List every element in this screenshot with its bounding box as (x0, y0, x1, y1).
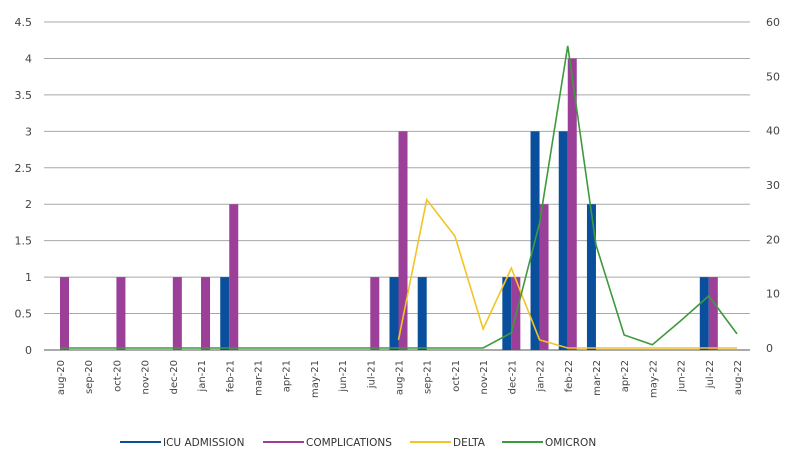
bar-complications (116, 277, 126, 350)
bar-complications (567, 58, 577, 350)
x-tick-label: oct-21 (451, 360, 462, 392)
left-tick-label: 2 (25, 198, 32, 211)
x-tick-label: feb-21 (225, 360, 236, 392)
right-tick-label: 10 (766, 288, 780, 301)
x-tick-label: sep-21 (423, 360, 434, 394)
x-tick-label: dec-21 (507, 360, 518, 394)
bar-icu-admission (417, 277, 427, 350)
left-tick-label: 4.5 (15, 16, 33, 29)
right-tick-label: 50 (766, 70, 780, 83)
bar-icu-admission (558, 131, 568, 350)
bar-complications (201, 277, 211, 350)
x-tick-label: jan-21 (197, 360, 208, 393)
right-axis: 0 10 20 30 40 50 60 (766, 16, 780, 355)
gridlines (44, 21, 750, 351)
bar-complications (539, 204, 549, 350)
x-tick-label: aug-22 (733, 360, 744, 395)
bar-complications (172, 277, 182, 350)
left-tick-label: 4 (25, 52, 32, 65)
x-tick-label: feb-22 (564, 360, 575, 392)
x-tick-label: jan-22 (536, 360, 547, 393)
x-tick-label: jun-21 (338, 360, 349, 393)
x-tick-label: may-22 (648, 360, 659, 398)
legend-label: ICU ADMISSION (163, 437, 244, 449)
x-tick-label: nov-20 (141, 360, 152, 394)
left-tick-label: 1 (25, 271, 32, 284)
x-tick-label: aug-21 (395, 360, 406, 395)
x-tick-label: sep-20 (84, 360, 95, 394)
left-tick-label: 0 (25, 344, 32, 357)
left-tick-label: 3 (25, 125, 32, 138)
x-tick-label: mar-22 (592, 360, 603, 396)
left-tick-label: 2.5 (15, 162, 33, 175)
x-tick-label: oct-20 (112, 360, 123, 392)
bar-complications (229, 204, 239, 350)
line-omicron (60, 45, 738, 349)
left-tick-label: 1.5 (15, 235, 33, 248)
bar-complications (60, 277, 69, 350)
legend-label: COMPLICATIONS (306, 437, 392, 449)
bar-icu-admission (586, 204, 596, 350)
legend: ICU ADMISSION COMPLICATIONS DELTA OMICRON (120, 437, 596, 449)
legend-label: DELTA (453, 437, 486, 449)
x-tick-label: dec-20 (169, 360, 180, 394)
bar-icu-admission (389, 277, 399, 350)
bar-icu-admission (220, 277, 230, 350)
x-tick-label: aug-20 (56, 360, 67, 395)
bar-complications (708, 277, 718, 350)
x-axis: aug-20 sep-20 oct-20 nov-20 dec-20 jan-21 feb-… (56, 360, 744, 398)
x-tick-label: jun-22 (677, 360, 688, 393)
bar-complications (398, 131, 408, 350)
bar-icu-admission (502, 277, 512, 350)
x-tick-label: nov-21 (479, 360, 490, 394)
right-tick-label: 40 (766, 125, 780, 138)
left-tick-label: 0.5 (15, 308, 33, 321)
x-tick-label: may-21 (310, 360, 321, 398)
bar-complications (370, 277, 380, 350)
right-tick-label: 60 (766, 16, 780, 29)
right-tick-label: 0 (766, 342, 773, 355)
left-axis: 0 0.5 1 1.5 2 2.5 3 3.5 4 4.5 (15, 16, 33, 357)
x-tick-label: jul-22 (705, 360, 716, 389)
legend-label: OMICRON (545, 437, 596, 449)
left-tick-label: 3.5 (15, 89, 33, 102)
right-tick-label: 30 (766, 179, 780, 192)
x-tick-label: mar-21 (253, 360, 264, 396)
x-tick-label: apr-22 (620, 360, 631, 392)
line-delta (397, 197, 737, 349)
x-tick-label: jul-21 (366, 360, 377, 389)
right-tick-label: 20 (766, 233, 780, 246)
bar-icu-admission (699, 277, 709, 350)
x-tick-label: apr-21 (282, 360, 293, 392)
lines (60, 45, 738, 349)
